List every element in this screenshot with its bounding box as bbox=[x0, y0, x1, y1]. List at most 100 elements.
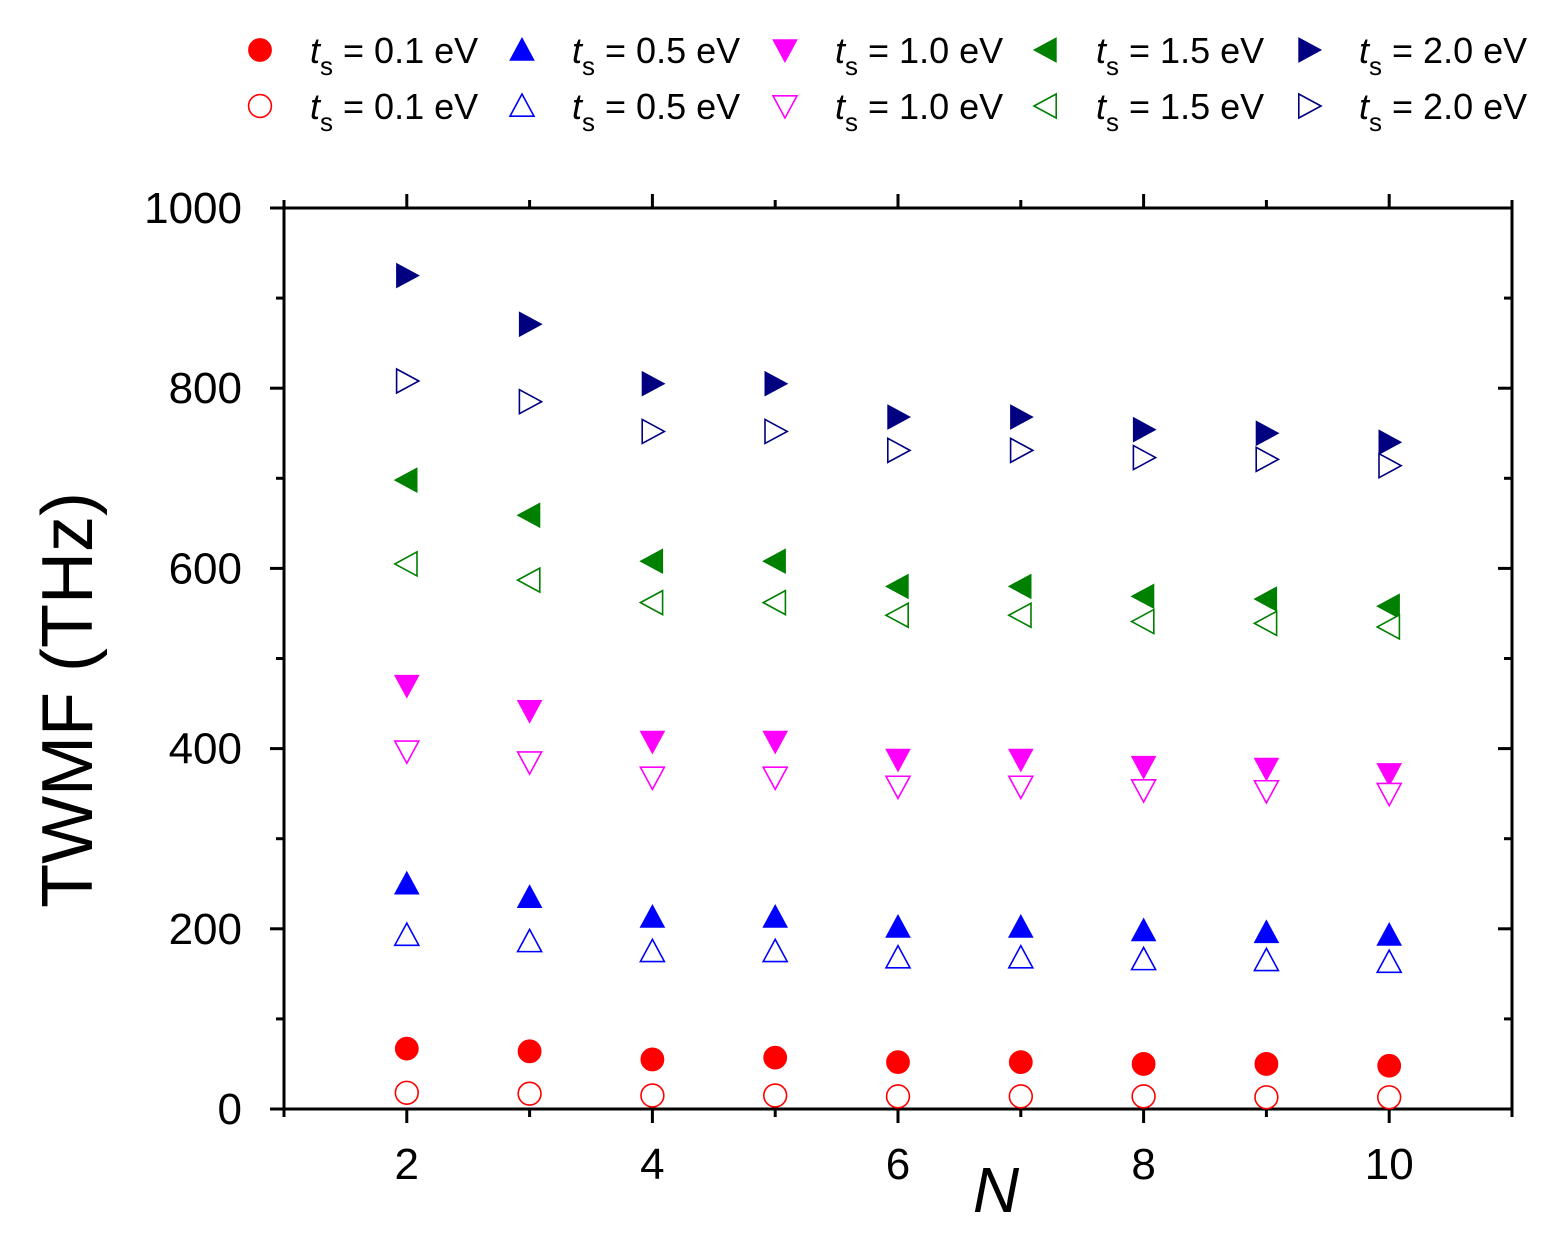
data-point bbox=[1130, 945, 1157, 971]
data-point bbox=[516, 751, 543, 776]
legend-label: ts = 0.1 eV bbox=[310, 86, 478, 137]
data-point bbox=[1376, 1085, 1402, 1110]
data-point bbox=[393, 467, 418, 493]
data-point bbox=[887, 404, 912, 430]
data-point bbox=[516, 502, 541, 529]
y-tick-label: 1000 bbox=[144, 184, 242, 233]
legend-label: ts = 1.5 eV bbox=[1096, 86, 1264, 137]
legend-label: ts = 1.0 eV bbox=[835, 86, 1003, 137]
data-point bbox=[884, 775, 912, 801]
data-point bbox=[1255, 420, 1280, 447]
y-tick-label: 800 bbox=[169, 364, 242, 413]
data-point bbox=[1007, 913, 1034, 938]
data-point bbox=[1375, 948, 1403, 974]
data-point bbox=[639, 548, 664, 575]
data-point bbox=[1008, 1084, 1033, 1109]
data-point bbox=[885, 748, 911, 773]
plot-border bbox=[282, 206, 1514, 1111]
legend-label: ts = 0.5 eV bbox=[572, 30, 740, 81]
y-tick-label: 600 bbox=[169, 544, 242, 593]
data-point bbox=[885, 913, 911, 938]
data-point bbox=[1376, 922, 1403, 946]
data-point bbox=[639, 766, 666, 792]
data-point bbox=[393, 674, 420, 699]
legend-label: ts = 0.1 eV bbox=[310, 30, 478, 81]
data-point bbox=[639, 937, 666, 963]
legend-marker bbox=[772, 39, 798, 64]
data-point bbox=[886, 437, 912, 464]
y-axis-title: TWMF (THz) bbox=[28, 492, 108, 908]
x-tick-label: 2 bbox=[395, 1140, 419, 1189]
legend: ts = 0.1 eV ts = 0.5 eV ts = 1.0 eV ts = 1.… bbox=[247, 30, 1527, 137]
y-tick-label: 0 bbox=[218, 1085, 242, 1134]
axis-ticks bbox=[270, 194, 1514, 1123]
data-point bbox=[393, 740, 421, 765]
x-tick-label: 10 bbox=[1365, 1140, 1414, 1189]
data-point bbox=[1255, 446, 1281, 473]
data-point bbox=[884, 943, 912, 969]
data-point bbox=[761, 937, 789, 963]
data-point bbox=[762, 904, 789, 928]
data-point bbox=[762, 1083, 788, 1108]
data-point bbox=[1131, 1084, 1156, 1109]
legend-marker bbox=[248, 38, 272, 62]
data-point bbox=[884, 573, 909, 600]
data-point bbox=[1253, 946, 1280, 972]
data-point bbox=[393, 870, 420, 895]
legend-marker bbox=[1298, 37, 1323, 63]
data-point bbox=[1129, 608, 1155, 635]
legend-marker bbox=[509, 36, 535, 61]
data-point bbox=[1130, 779, 1157, 804]
legend-marker bbox=[508, 92, 536, 117]
x-tick-label: 8 bbox=[1131, 1140, 1155, 1189]
data-point bbox=[517, 1081, 542, 1106]
legend-marker bbox=[1298, 92, 1323, 120]
legend-label: ts = 1.5 eV bbox=[1096, 30, 1264, 81]
data-point bbox=[762, 548, 786, 575]
data-point bbox=[764, 370, 789, 397]
x-axis-title: N bbox=[973, 1154, 1020, 1226]
data-point bbox=[516, 884, 543, 908]
axis-tick-labels: 2 4 6 8 10 0 200 400 600 800 1000 bbox=[144, 184, 1414, 1189]
data-point bbox=[1253, 779, 1280, 805]
data-point bbox=[518, 311, 543, 338]
data-point bbox=[1132, 416, 1157, 443]
data-point bbox=[886, 1050, 910, 1075]
data-point bbox=[394, 1080, 419, 1105]
data-point bbox=[1007, 775, 1035, 801]
data-points bbox=[393, 262, 1403, 1110]
data-point bbox=[395, 367, 421, 395]
y-tick-label: 200 bbox=[169, 905, 242, 954]
data-point bbox=[761, 766, 789, 792]
data-point bbox=[1130, 917, 1157, 942]
data-point bbox=[1254, 1085, 1279, 1110]
data-point bbox=[1130, 583, 1155, 610]
data-point bbox=[1130, 755, 1157, 780]
x-tick-label: 4 bbox=[640, 1140, 664, 1189]
data-point bbox=[1253, 919, 1280, 944]
y-tick-label: 400 bbox=[169, 725, 242, 774]
data-point bbox=[885, 1084, 911, 1109]
data-point bbox=[761, 589, 787, 616]
legend-label: ts = 2.0 eV bbox=[1359, 86, 1527, 137]
data-point bbox=[1253, 757, 1280, 782]
x-tick-label: 6 bbox=[886, 1140, 910, 1189]
data-point bbox=[639, 730, 666, 755]
data-point bbox=[393, 921, 421, 947]
legend-marker bbox=[1032, 92, 1057, 120]
data-point bbox=[764, 418, 789, 445]
plot-frame bbox=[282, 206, 1514, 1111]
data-point bbox=[641, 418, 667, 445]
legend-marker bbox=[247, 93, 273, 119]
data-point bbox=[1253, 586, 1278, 612]
data-point bbox=[1009, 437, 1035, 464]
data-point bbox=[1254, 1052, 1279, 1076]
data-point bbox=[1377, 1053, 1402, 1078]
data-point bbox=[1010, 404, 1034, 430]
data-point bbox=[393, 550, 418, 578]
data-point bbox=[1131, 1052, 1156, 1076]
data-point bbox=[641, 370, 666, 397]
data-point bbox=[1378, 452, 1403, 480]
data-point bbox=[762, 730, 789, 755]
